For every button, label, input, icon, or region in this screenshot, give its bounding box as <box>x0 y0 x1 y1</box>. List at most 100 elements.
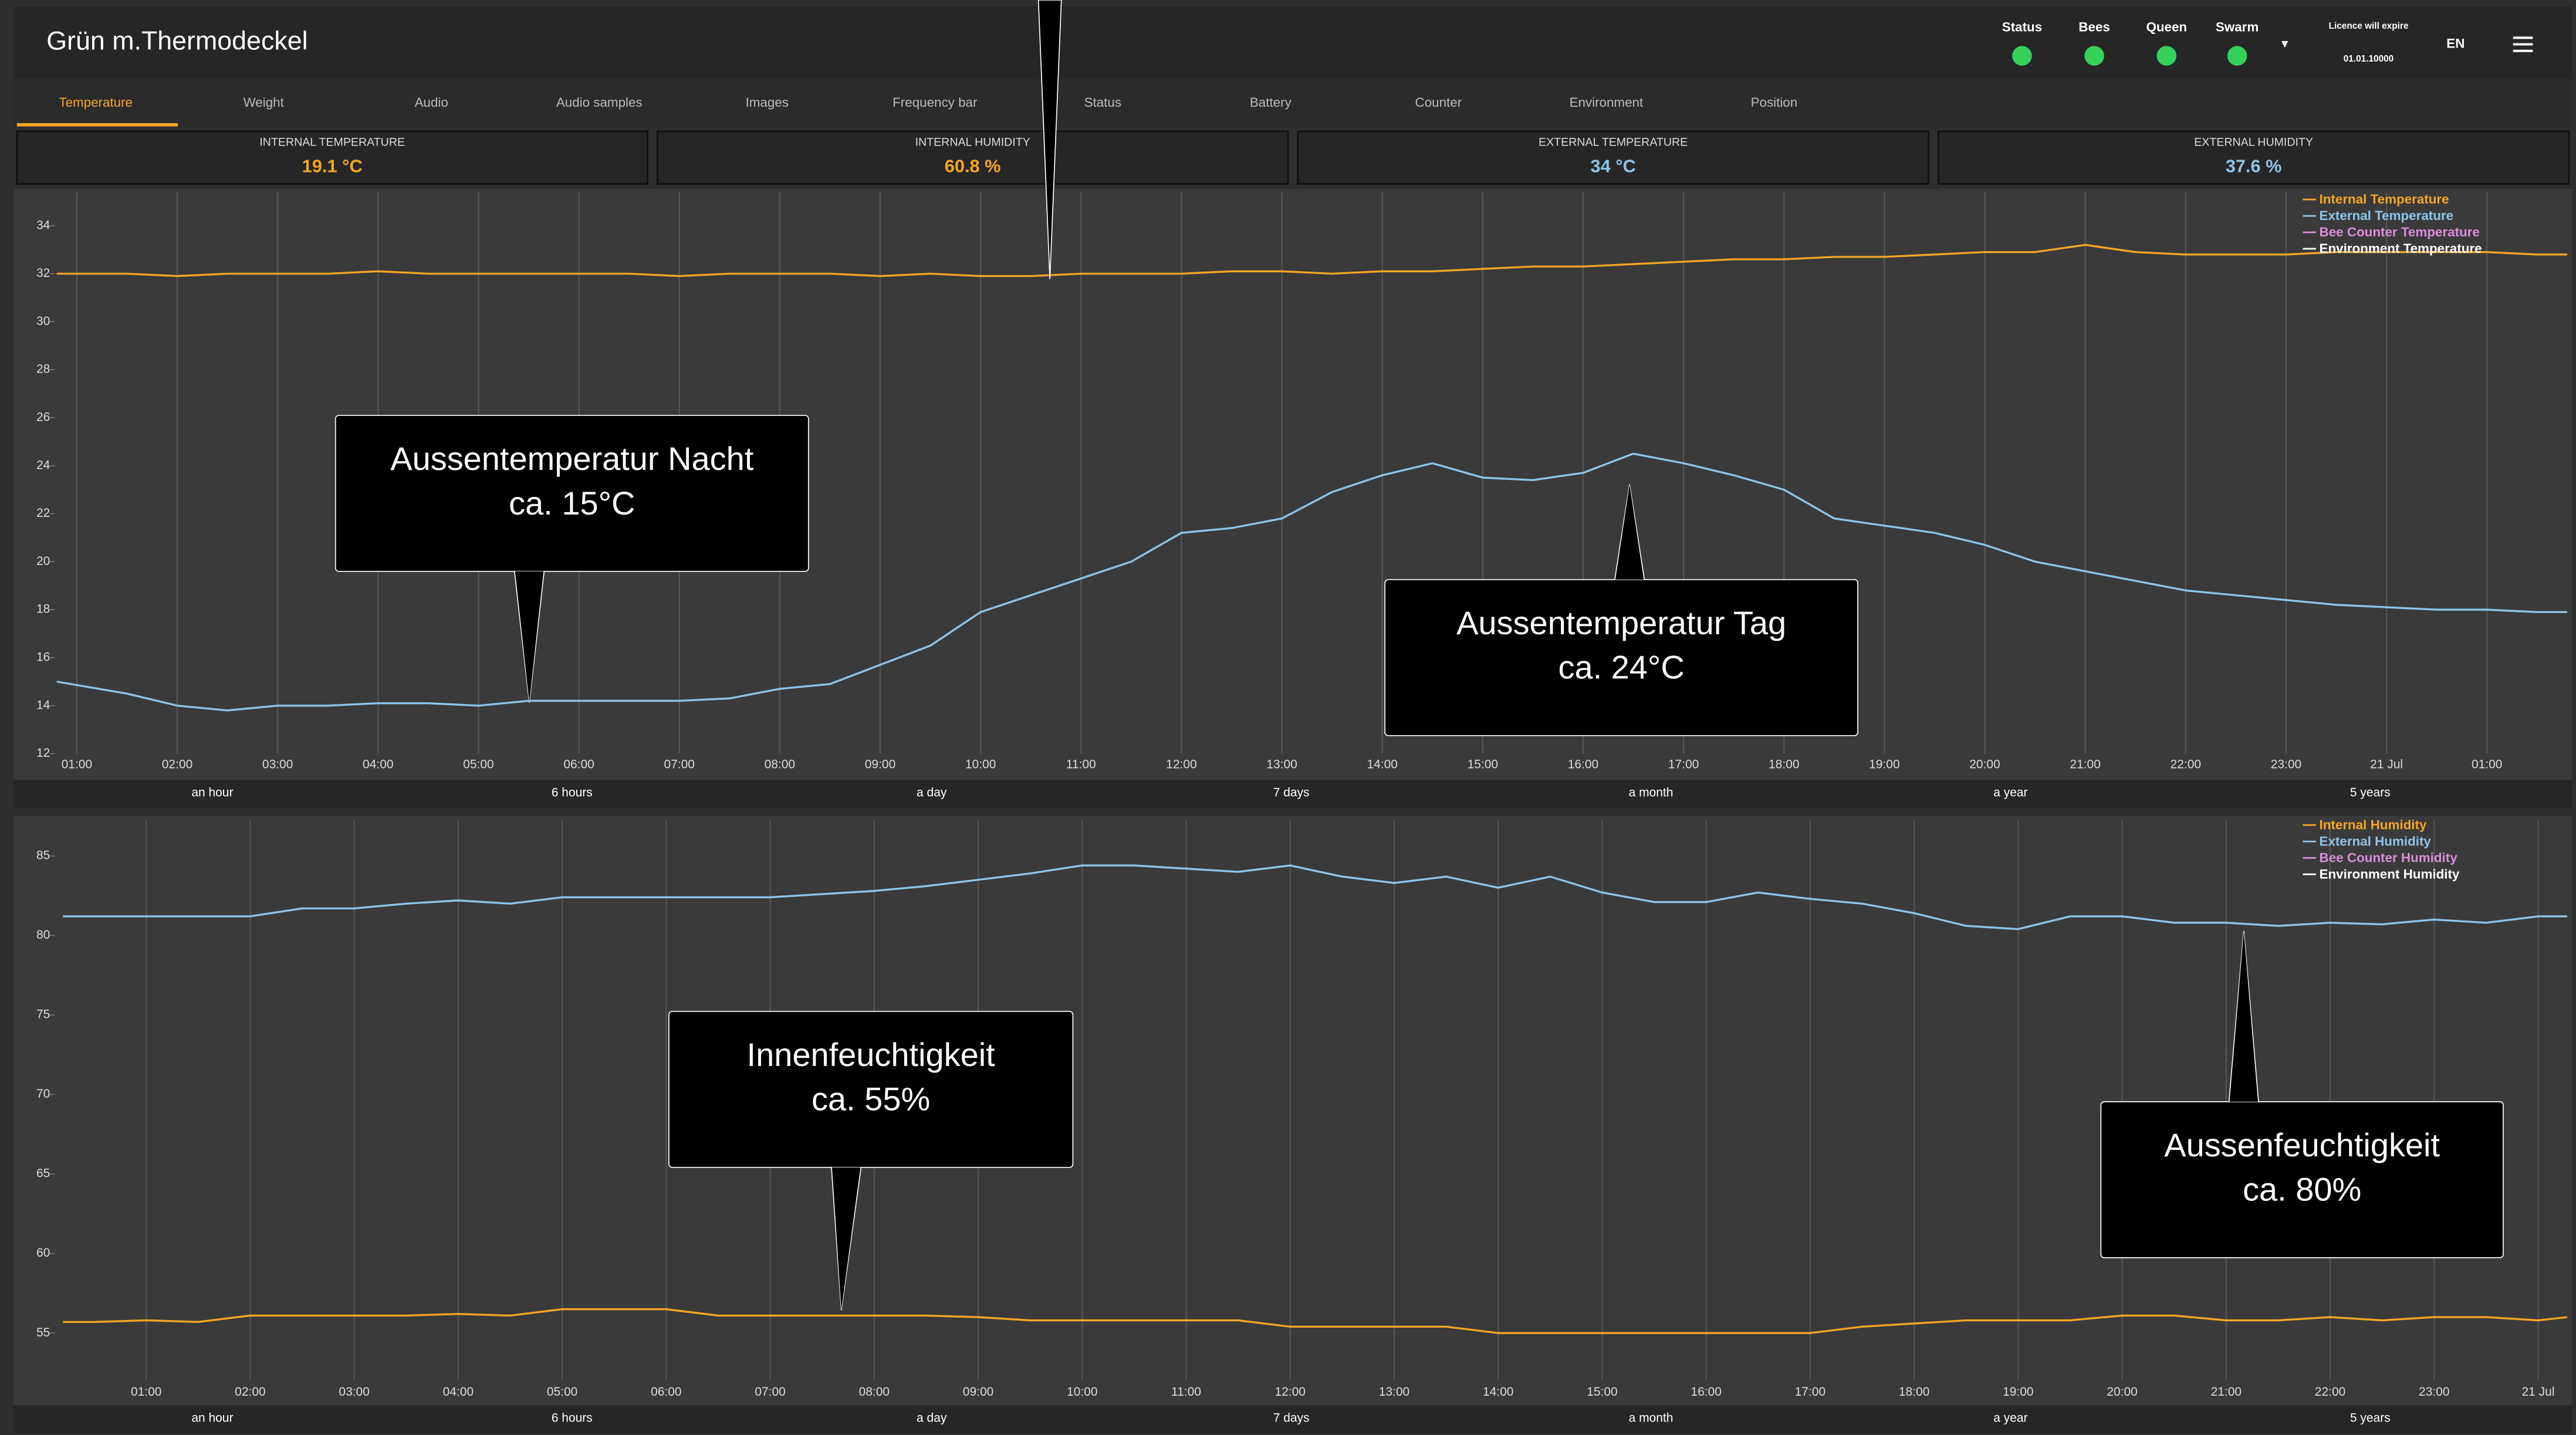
x-tick-label: 05:00 <box>547 1385 577 1399</box>
tab[interactable]: Images <box>746 95 789 110</box>
metric-label: EXTERNAL HUMIDITY <box>2194 136 2313 149</box>
tab[interactable]: Weight <box>244 95 285 110</box>
x-tick-label: 05:00 <box>463 758 493 771</box>
x-tick-label: 20:00 <box>2107 1385 2137 1399</box>
x-tick-label: 06:00 <box>651 1385 681 1399</box>
tab[interactable]: Status <box>1084 95 1121 110</box>
legend-entry[interactable]: Internal Humidity <box>2300 818 2426 832</box>
y-tick-label: 30 <box>36 314 50 328</box>
legend-swatch <box>2303 825 2316 827</box>
range-bar <box>13 1405 2572 1434</box>
x-tick-label: 17:00 <box>1668 758 1699 771</box>
legend-label: Bee Counter Temperature <box>2319 225 2480 240</box>
x-tick-label: 14:00 <box>1483 1385 1513 1399</box>
tab[interactable]: Temperature <box>59 95 133 110</box>
y-tick-label: 80 <box>36 928 50 942</box>
callout-box <box>2100 1101 2504 1258</box>
range-button[interactable]: a month <box>1629 1412 1674 1425</box>
x-tick-label: 23:00 <box>2419 1385 2449 1399</box>
metric-label: INTERNAL TEMPERATURE <box>259 136 405 149</box>
range-button[interactable]: 5 years <box>2350 1412 2391 1425</box>
range-button[interactable]: a day <box>917 1412 947 1425</box>
legend-entry[interactable]: Environment Temperature <box>2300 241 2482 256</box>
tab[interactable]: Battery <box>1250 95 1292 110</box>
x-tick-label: 04:00 <box>443 1385 474 1399</box>
tab[interactable]: Audio <box>415 95 448 110</box>
annotation-arrow <box>1037 0 1062 279</box>
x-tick-label: 11:00 <box>1171 1385 1201 1399</box>
x-tick-label: 08:00 <box>859 1385 890 1399</box>
x-tick-label: 19:00 <box>1869 758 1899 771</box>
metric-value: 60.8 % <box>945 156 1001 177</box>
legend-swatch <box>2303 841 2316 843</box>
x-tick-label: 22:00 <box>2171 758 2201 771</box>
x-tick-label: 19:00 <box>2003 1385 2033 1399</box>
tab[interactable]: Environment <box>1570 95 1644 110</box>
y-tick-label: 24 <box>36 458 50 472</box>
x-tick-label: 18:00 <box>1899 1385 1929 1399</box>
legend-entry[interactable]: Bee Counter Humidity <box>2300 851 2457 865</box>
y-tick-label: 85 <box>36 849 50 862</box>
y-tick-label: 12 <box>36 746 50 760</box>
range-button[interactable]: 7 days <box>1273 1412 1310 1425</box>
y-tick-label: 22 <box>36 506 50 520</box>
range-button[interactable]: a year <box>1993 1412 2027 1425</box>
y-tick-label: 14 <box>36 698 50 712</box>
y-tick-label: 70 <box>36 1087 50 1101</box>
indicator-label: Queen <box>2146 19 2187 34</box>
legend-entry[interactable]: Environment Humidity <box>2300 867 2459 882</box>
x-tick-label: 21:00 <box>2070 758 2100 771</box>
tab[interactable]: Counter <box>1415 95 1462 110</box>
legend-swatch <box>2303 874 2316 876</box>
y-tick-label: 32 <box>36 266 50 280</box>
indicator-label: Swarm <box>2216 19 2259 34</box>
dropdown-caret[interactable]: ▾ <box>2281 36 2288 50</box>
x-tick-label: 21 Jul <box>2370 758 2403 771</box>
range-button[interactable]: 6 hours <box>552 1412 593 1425</box>
legend-swatch <box>2303 232 2316 234</box>
range-button[interactable]: a year <box>1993 786 2027 799</box>
x-tick-label: 03:00 <box>339 1385 369 1399</box>
legend-entry[interactable]: External Humidity <box>2300 834 2431 849</box>
x-tick-label: 06:00 <box>563 758 594 771</box>
menu-icon[interactable] <box>2513 36 2533 52</box>
range-button[interactable]: 7 days <box>1273 786 1310 799</box>
tab[interactable]: Frequency bar <box>893 95 978 110</box>
license-date: 01.01.10000 <box>2344 54 2394 64</box>
y-tick-label: 60 <box>36 1246 50 1260</box>
x-tick-label: 23:00 <box>2271 758 2301 771</box>
x-tick-label: 12:00 <box>1275 1385 1305 1399</box>
metric-label: EXTERNAL TEMPERATURE <box>1539 136 1688 149</box>
x-tick-label: 13:00 <box>1266 758 1297 771</box>
range-button[interactable]: an hour <box>191 786 233 799</box>
range-button[interactable]: a day <box>917 786 947 799</box>
y-tick-label: 16 <box>36 651 50 664</box>
y-tick-label: 55 <box>36 1326 50 1339</box>
callout-text: ca. 80% <box>2243 1171 2361 1208</box>
range-button[interactable]: 5 years <box>2350 786 2391 799</box>
x-tick-label: 15:00 <box>1587 1385 1617 1399</box>
x-tick-label: 11:00 <box>1066 758 1096 771</box>
x-tick-label: 22:00 <box>2315 1385 2345 1399</box>
x-tick-label: 20:00 <box>1969 758 2000 771</box>
range-button[interactable]: an hour <box>191 1412 233 1425</box>
legend-swatch <box>2303 857 2316 859</box>
range-button[interactable]: a month <box>1629 786 1674 799</box>
x-tick-label: 08:00 <box>765 758 795 771</box>
legend-entry[interactable]: Internal Temperature <box>2300 192 2449 207</box>
tab[interactable]: Position <box>1751 95 1798 110</box>
metric-value: 34 °C <box>1590 156 1635 177</box>
legend-entry[interactable]: External Temperature <box>2300 208 2454 224</box>
callout-joint <box>1615 484 1644 580</box>
language[interactable]: EN <box>2446 36 2465 50</box>
legend-label: External Temperature <box>2319 208 2454 224</box>
x-tick-label: 12:00 <box>1166 758 1196 771</box>
tab[interactable]: Audio samples <box>556 95 643 110</box>
legend-entry[interactable]: Bee Counter Temperature <box>2300 225 2480 240</box>
range-bar <box>13 780 2572 808</box>
x-tick-label: 09:00 <box>963 1385 993 1399</box>
x-tick-label: 10:00 <box>1067 1385 1097 1399</box>
hive-title: Grün m.Thermodeckel <box>46 26 307 56</box>
range-button[interactable]: 6 hours <box>552 786 593 799</box>
